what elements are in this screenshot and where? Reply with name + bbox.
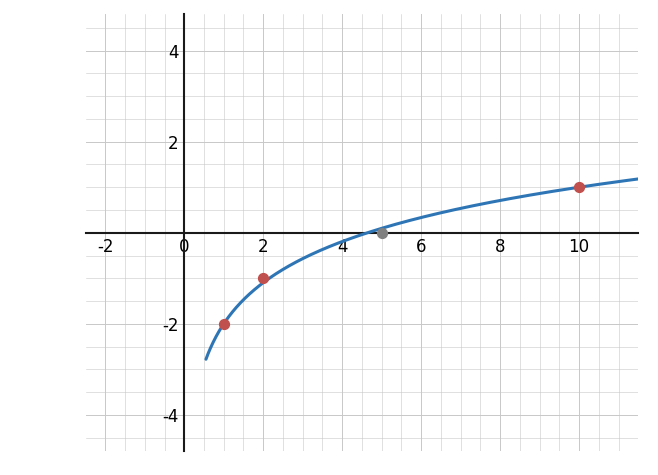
Point [376,229,387,237]
Point [258,275,268,282]
Point [574,183,584,191]
Point [218,320,229,328]
